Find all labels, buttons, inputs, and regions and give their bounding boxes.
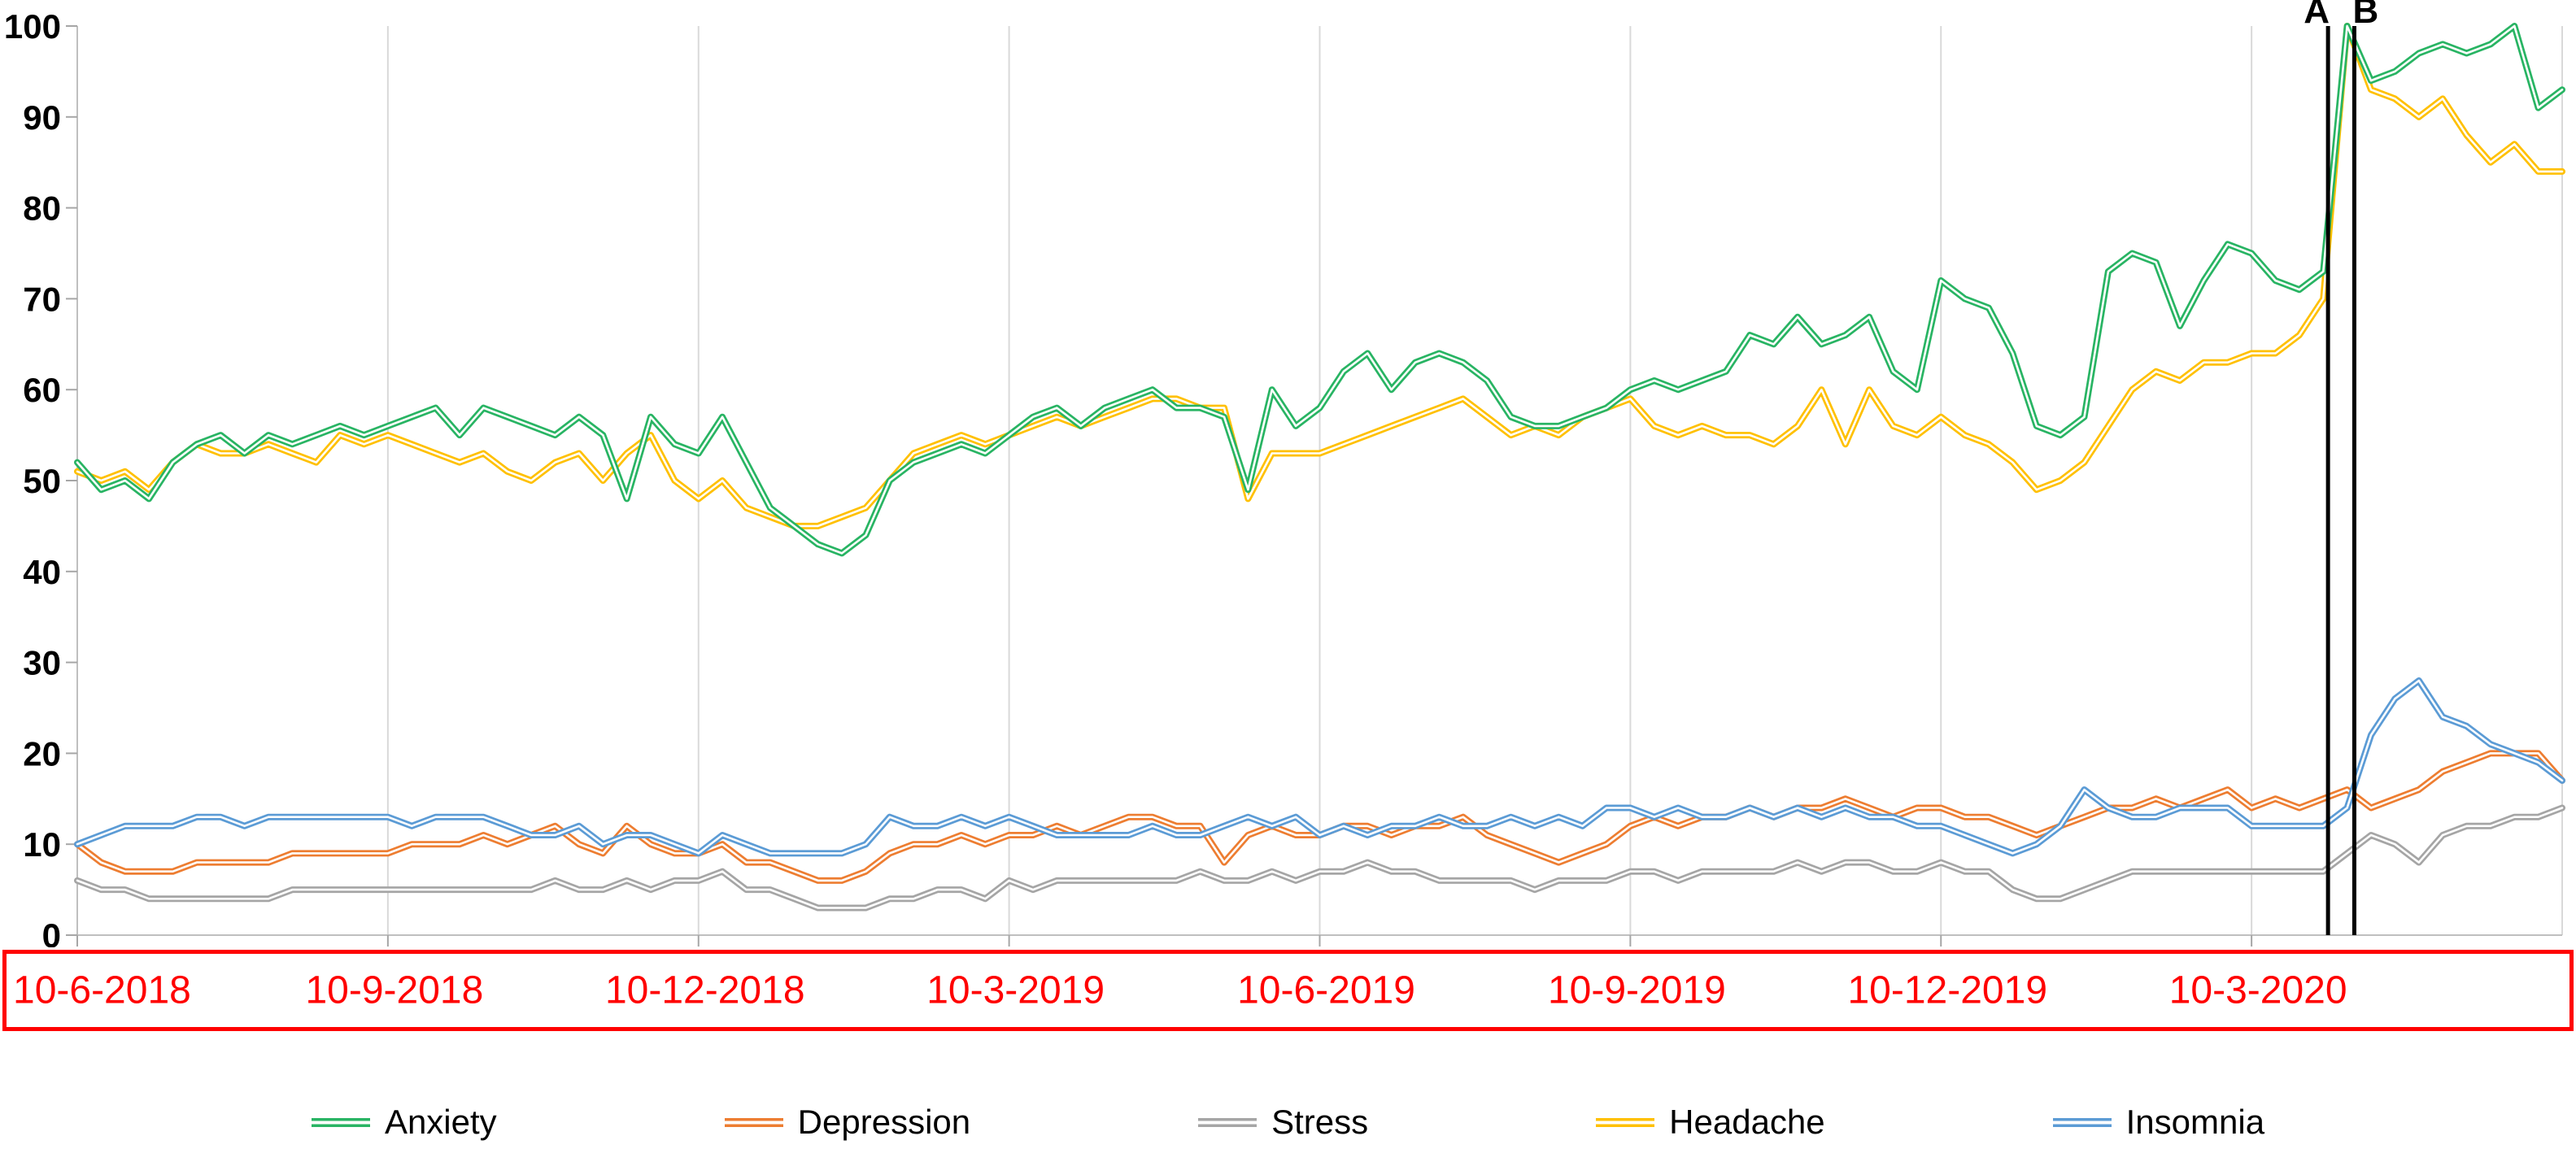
x-axis-label-box: 10-6-2018 10-9-2018 10-12-2018 10-3-2019 10-… <box>2 950 2574 1031</box>
legend-item-depression: Depression <box>724 1103 971 1142</box>
x-tick-label: 10-3-2019 <box>926 968 1105 1012</box>
x-tick-label: 10-9-2018 <box>305 968 484 1012</box>
legend-label-anxiety: Anxiety <box>384 1103 497 1141</box>
y-tick-label: 70 <box>23 280 61 318</box>
legend-swatch-insomnia <box>2052 1117 2112 1127</box>
y-tick-label: 50 <box>23 462 61 500</box>
x-tick-label: 10-3-2020 <box>2168 968 2347 1012</box>
y-tick-label: 100 <box>4 7 61 46</box>
legend-label-depression: Depression <box>797 1103 971 1141</box>
x-tick-label: 10-12-2019 <box>1847 968 2048 1012</box>
y-tick-label: 90 <box>23 98 61 137</box>
legend-item-headache: Headache <box>1596 1103 1825 1142</box>
y-tick-label: 10 <box>23 825 61 864</box>
x-tick-label: 10-12-2018 <box>604 968 805 1012</box>
plot-area: 0 10 20 30 40 50 60 70 80 90 100 A B <box>4 0 2565 947</box>
legend-label-insomnia: Insomnia <box>2125 1103 2265 1141</box>
legend-item-stress: Stress <box>1198 1103 1368 1142</box>
series-line-core-insomnia <box>76 679 2564 855</box>
y-tick-label: 30 <box>23 644 61 682</box>
legend-item-insomnia: Insomnia <box>2052 1103 2265 1142</box>
series-line-core-stress <box>76 807 2564 909</box>
y-tick-label: 80 <box>23 189 61 228</box>
y-tick-label: 40 <box>23 553 61 591</box>
legend-swatch-headache <box>1596 1117 1655 1127</box>
annotation-label-a: A <box>2304 0 2330 31</box>
y-tick-label: 0 <box>42 916 61 947</box>
legend-label-stress: Stress <box>1271 1103 1369 1141</box>
legend-swatch-stress <box>1198 1117 1257 1127</box>
y-tick-label: 20 <box>23 734 61 772</box>
series-line-core-headache <box>76 24 2564 528</box>
series-line-core-anxiety <box>76 24 2564 555</box>
legend-swatch-anxiety <box>311 1117 370 1127</box>
legend-label-headache: Headache <box>1669 1103 1825 1141</box>
legend: Anxiety Depression Stress Headache Insomnia <box>0 1090 2576 1155</box>
annotation-label-b: B <box>2353 0 2379 31</box>
legend-item-anxiety: Anxiety <box>311 1103 497 1142</box>
x-tick-label: 10-6-2018 <box>13 968 191 1012</box>
x-tick-label: 10-9-2019 <box>1547 968 1726 1012</box>
y-tick-label: 60 <box>23 371 61 409</box>
legend-swatch-depression <box>724 1117 783 1127</box>
x-tick-label: 10-6-2019 <box>1237 968 1415 1012</box>
